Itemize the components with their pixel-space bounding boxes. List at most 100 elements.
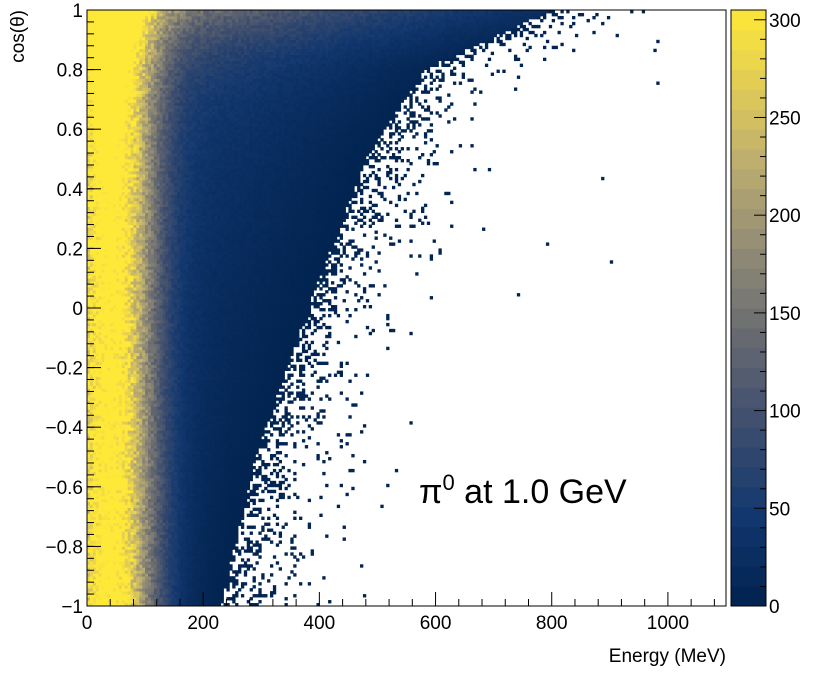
- heatmap-cell: [177, 478, 180, 481]
- heatmap-cell: [273, 415, 276, 418]
- heatmap-cell: [104, 496, 107, 499]
- heatmap-cell: [171, 403, 174, 406]
- heatmap-cell: [177, 460, 180, 463]
- heatmap-cell: [151, 388, 154, 391]
- heatmap-cell: [107, 391, 110, 394]
- heatmap-cell: [139, 564, 142, 567]
- heatmap-cell: [235, 415, 238, 418]
- heatmap-cell: [168, 591, 171, 594]
- heatmap-cell: [200, 543, 203, 546]
- heatmap-cell: [102, 546, 105, 549]
- heatmap-cell: [215, 430, 218, 433]
- heatmap-cell: [241, 415, 244, 418]
- heatmap-cell: [200, 466, 203, 469]
- heatmap-cell: [192, 433, 195, 436]
- heatmap-cell: [128, 573, 131, 576]
- heatmap-cell: [104, 561, 107, 564]
- heatmap-cell: [119, 424, 122, 427]
- heatmap-cell: [165, 380, 168, 383]
- heatmap-cell: [203, 442, 206, 445]
- heatmap-cell: [232, 558, 235, 561]
- heatmap-cell: [177, 421, 180, 424]
- heatmap-cell: [151, 368, 154, 371]
- heatmap-cell: [221, 520, 224, 523]
- heatmap-cell: [139, 540, 142, 543]
- heatmap-cell: [270, 383, 273, 386]
- heatmap-cell: [116, 463, 119, 466]
- heatmap-cell: [165, 508, 168, 511]
- heatmap-cell: [165, 371, 168, 374]
- heatmap-cell: [192, 526, 195, 529]
- heatmap-cell: [221, 526, 224, 529]
- heatmap-cell: [241, 436, 244, 439]
- heatmap-cell: [177, 532, 180, 535]
- heatmap-cell: [165, 532, 168, 535]
- heatmap-cell: [151, 487, 154, 490]
- heatmap-cell: [247, 380, 250, 383]
- heatmap-cell: [206, 487, 209, 490]
- heatmap-cell: [203, 579, 206, 582]
- heatmap-cell: [189, 534, 192, 537]
- heatmap-cell: [93, 415, 96, 418]
- heatmap-cell: [296, 558, 299, 561]
- heatmap-cell: [165, 496, 168, 499]
- heatmap-cell: [177, 472, 180, 475]
- heatmap-cell: [131, 526, 134, 529]
- heatmap-cell: [203, 558, 206, 561]
- heatmap-cell: [119, 502, 122, 505]
- heatmap-cell: [154, 481, 157, 484]
- heatmap-cell: [224, 403, 227, 406]
- heatmap-cell: [154, 570, 157, 573]
- heatmap-cell: [232, 380, 235, 383]
- heatmap-cell: [299, 394, 302, 397]
- heatmap-cell: [229, 475, 232, 478]
- heatmap-cell: [133, 448, 136, 451]
- heatmap-cell: [163, 552, 166, 555]
- heatmap-cell: [183, 463, 186, 466]
- heatmap-cell: [122, 406, 125, 409]
- heatmap-cell: [226, 582, 229, 585]
- heatmap-cell: [104, 573, 107, 576]
- heatmap-cell: [107, 406, 110, 409]
- heatmap-cell: [165, 436, 168, 439]
- heatmap-cell: [226, 460, 229, 463]
- heatmap-cell: [116, 415, 119, 418]
- heatmap-cell: [93, 505, 96, 508]
- heatmap-cell: [139, 466, 142, 469]
- heatmap-cell: [163, 445, 166, 448]
- heatmap-cell: [285, 523, 288, 526]
- heatmap-cell: [163, 460, 166, 463]
- heatmap-cell: [238, 430, 241, 433]
- heatmap-cell: [212, 466, 215, 469]
- heatmap-cell: [142, 418, 145, 421]
- heatmap-cell: [229, 555, 232, 558]
- heatmap-cell: [102, 540, 105, 543]
- heatmap-cell: [119, 579, 122, 582]
- heatmap-cell: [139, 481, 142, 484]
- heatmap-cell: [218, 511, 221, 514]
- heatmap-cell: [145, 388, 148, 391]
- heatmap-cell: [183, 597, 186, 600]
- heatmap-cell: [139, 377, 142, 380]
- heatmap-cell: [209, 490, 212, 493]
- heatmap-cell: [203, 487, 206, 490]
- heatmap-cell: [273, 406, 276, 409]
- heatmap-cell: [215, 481, 218, 484]
- heatmap-cell: [209, 508, 212, 511]
- heatmap-cell: [107, 454, 110, 457]
- heatmap-cell: [151, 600, 154, 603]
- heatmap-cell: [163, 409, 166, 412]
- heatmap-cell: [99, 529, 102, 532]
- heatmap-cell: [189, 433, 192, 436]
- heatmap-cell: [174, 523, 177, 526]
- heatmap-cell: [232, 454, 235, 457]
- heatmap-cell: [218, 439, 221, 442]
- heatmap-cell: [183, 582, 186, 585]
- heatmap-cell: [319, 409, 322, 412]
- heatmap-cell: [192, 561, 195, 564]
- heatmap-cell: [238, 549, 241, 552]
- heatmap-cell: [107, 442, 110, 445]
- heatmap-cell: [165, 415, 168, 418]
- heatmap-cell: [174, 383, 177, 386]
- heatmap-cell: [180, 400, 183, 403]
